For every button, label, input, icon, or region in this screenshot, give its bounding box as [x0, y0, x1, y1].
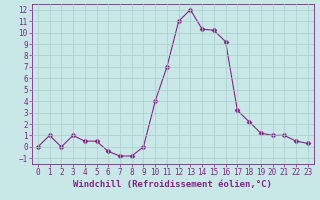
X-axis label: Windchill (Refroidissement éolien,°C): Windchill (Refroidissement éolien,°C) [73, 180, 272, 189]
